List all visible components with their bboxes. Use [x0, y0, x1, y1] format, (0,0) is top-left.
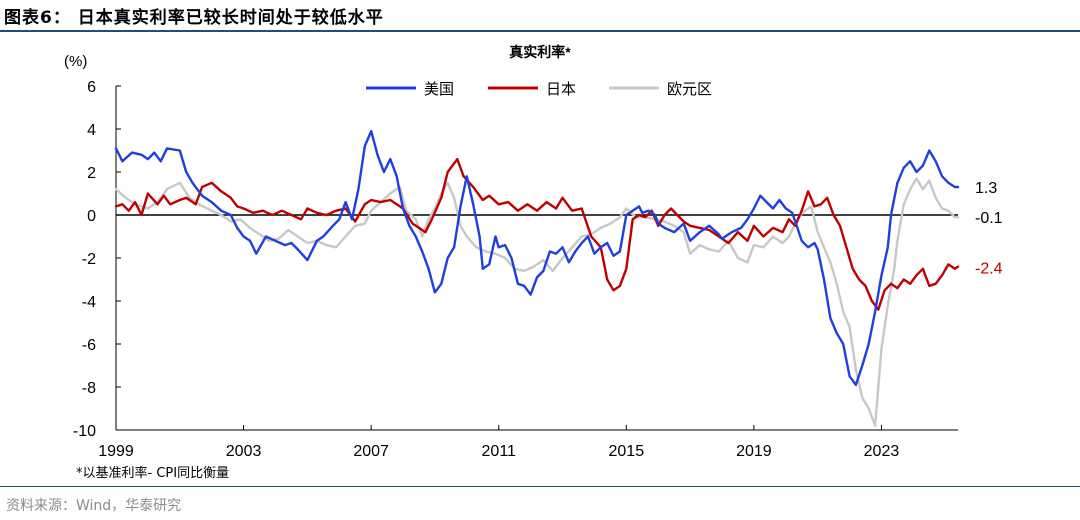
- series-line-2: [114, 177, 960, 427]
- footer-divider: [0, 486, 1080, 487]
- y-tick-label: -10: [73, 423, 96, 440]
- chart: 真实利率* (%) 美国 日本 欧元区 -10 -8 -6 -4 -2 0 2 4 6 1999 200…: [64, 44, 1003, 460]
- x-tick-label: 2011: [482, 443, 517, 460]
- x-tick-label: 2015: [609, 443, 645, 460]
- y-tick-label: 6: [87, 79, 96, 96]
- y-tick-label: -4: [82, 294, 96, 311]
- y-axis-unit: (%): [64, 53, 87, 70]
- figure-title: 图表6： 日本真实利率已较长时间处于较低水平: [4, 8, 384, 28]
- source-note: 资料来源：Wind，华泰研究: [6, 498, 182, 514]
- legend-label: 欧元区: [667, 81, 712, 98]
- series-line-1: [114, 157, 960, 311]
- x-tick-label: 2003: [226, 443, 262, 460]
- legend: 美国 日本 欧元区: [366, 81, 712, 98]
- x-tick-label: 1999: [98, 443, 134, 460]
- plot-area: -10 -8 -6 -4 -2 0 2 4 6 1999 2003 2007 2011 2015 2019 2…: [73, 79, 1003, 460]
- x-tick-label: 2007: [353, 443, 389, 460]
- y-tick-label: -6: [82, 337, 96, 354]
- y-tick-label: 0: [87, 208, 96, 225]
- end-value-label: 1.3: [975, 180, 997, 197]
- x-tick-label: 2023: [864, 443, 900, 460]
- y-tick-label: 4: [87, 122, 96, 139]
- y-tick-label: -8: [82, 380, 96, 397]
- y-tick-label: -2: [82, 251, 96, 268]
- x-tick-label: 2019: [736, 443, 772, 460]
- legend-label: 日本: [546, 81, 576, 98]
- figure-header: 图表6： 日本真实利率已较长时间处于较低水平: [0, 0, 1080, 32]
- y-tick-label: 2: [87, 165, 96, 182]
- chart-title: 真实利率*: [509, 44, 571, 60]
- end-value-label: -0.1: [975, 210, 1003, 227]
- footnote: *以基准利率- CPI同比衡量: [76, 466, 230, 481]
- end-value-label: -2.4: [975, 261, 1003, 278]
- legend-label: 美国: [424, 81, 454, 98]
- series-line-0: [114, 129, 960, 387]
